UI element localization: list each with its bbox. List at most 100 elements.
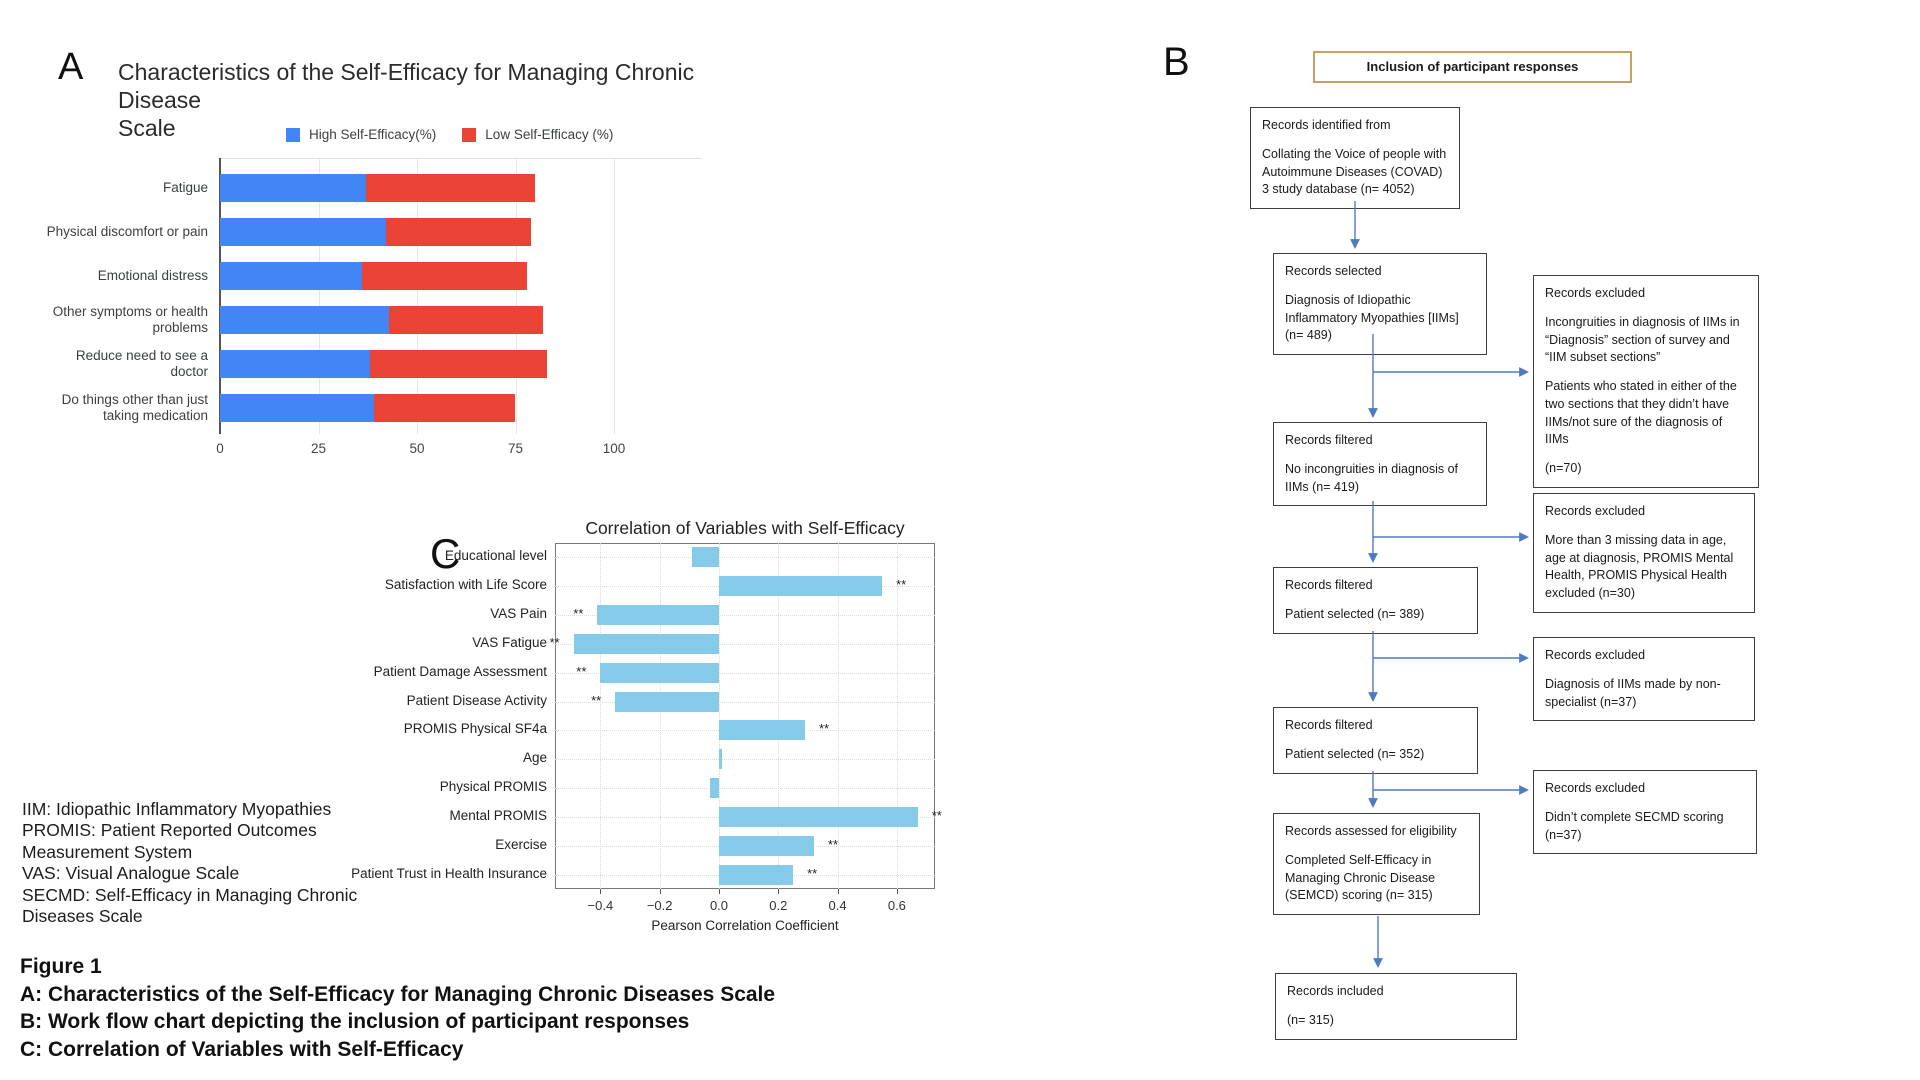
abbreviations: IIM: Idiopathic Inflammatory Myopathies P… <box>22 799 357 927</box>
panel-a-legend: High Self-Efficacy(%) Low Self-Efficacy (… <box>286 127 613 142</box>
a-bar-high-self-efficacy <box>220 394 374 422</box>
c-bar <box>615 691 719 712</box>
box-text: More than 3 missing data in age, age at … <box>1545 532 1734 600</box>
box-text: Collating the Voice of people with Autoi… <box>1262 146 1447 197</box>
a-bar-low-self-efficacy <box>369 350 547 378</box>
box-title: Records excluded <box>1545 286 1646 300</box>
box-title: Records filtered <box>1285 578 1373 592</box>
c-category-label: Mental PROMIS <box>449 807 547 823</box>
c-bar <box>692 547 719 568</box>
c-significance-stars: ** <box>827 836 839 852</box>
legend-swatch <box>286 127 300 142</box>
c-bar <box>719 835 814 856</box>
c-gridline-vertical <box>719 543 720 889</box>
c-gridline-vertical <box>659 543 661 889</box>
abbreviation-line: Measurement System <box>22 841 193 862</box>
flowchart-box-records-included: Records included (n= 315) <box>1275 973 1517 1040</box>
a-gridline <box>515 158 517 434</box>
c-bar <box>719 720 805 741</box>
c-category-label: Satisfaction with Life Score <box>384 577 547 593</box>
c-bar <box>600 662 719 683</box>
flowchart-box-records-selected: Records selected Diagnosis of Idiopathic… <box>1273 253 1487 355</box>
abbreviation-line: PROMIS: Patient Reported Outcomes <box>22 820 317 841</box>
c-category-label: PROMIS Physical SF4a <box>403 721 547 737</box>
a-bar-high-self-efficacy <box>220 218 386 246</box>
c-bar <box>719 806 918 827</box>
a-x-tick-label: 50 <box>409 441 425 456</box>
a-gridline <box>614 158 615 434</box>
a-x-tick-label: 100 <box>602 441 626 456</box>
c-x-tick-label: 0.4 <box>828 898 847 913</box>
box-text: Diagnosis of Idiopathic Inflammatory Myo… <box>1285 292 1459 343</box>
flowchart-box-records-excluded-4: Records excluded Didn’t complete SECMD s… <box>1533 770 1757 855</box>
c-x-tick-mark <box>719 889 720 894</box>
c-bar <box>719 576 883 597</box>
c-significance-stars: ** <box>573 606 584 622</box>
c-plot-frame <box>555 543 935 889</box>
c-significance-stars: ** <box>819 721 830 737</box>
a-y-axis-line <box>219 158 221 434</box>
flowchart-box-records-excluded-2: Records excluded More than 3 missing dat… <box>1533 493 1755 613</box>
a-x-tick-label: 75 <box>507 441 524 456</box>
a-bar-high-self-efficacy <box>220 262 362 290</box>
panel-a-title-line1: Characteristics of the Self-Efficacy for… <box>118 59 695 113</box>
figure-caption-line: C: Correlation of Variables with Self-Ef… <box>20 1037 464 1061</box>
panel-b-label: B <box>1163 40 1190 84</box>
c-category-label: VAS Fatigue <box>472 634 547 650</box>
panel-c-label: C <box>430 530 461 577</box>
a-category-label: Reduce need to see a doctor <box>75 348 208 379</box>
panel-a-title-line2: Scale <box>118 115 176 141</box>
c-x-tick-label: −0.4 <box>587 898 614 913</box>
legend-item: High Self-Efficacy(%) <box>286 127 436 142</box>
a-gridline <box>318 158 320 434</box>
c-gridline-horizontal <box>555 615 935 617</box>
panel-c-x-axis-label: Pearson Correlation Coefficient <box>651 918 839 933</box>
c-category-label: Physical PROMIS <box>439 779 547 795</box>
figure-caption: Figure 1 A: Characteristics of the Self-… <box>20 953 775 1063</box>
a-category-label: Physical discomfort or pain <box>46 224 208 239</box>
a-bar-low-self-efficacy <box>385 218 532 246</box>
abbreviation-line: IIM: Idiopathic Inflammatory Myopathies <box>22 799 332 819</box>
c-gridline-horizontal <box>555 672 935 674</box>
c-bar <box>597 605 719 626</box>
a-bar-high-self-efficacy <box>220 174 366 202</box>
box-text: (n= 315) <box>1287 1012 1334 1027</box>
a-bar-high-self-efficacy <box>220 350 370 378</box>
c-gridline-vertical <box>600 543 602 889</box>
panel-a-label: A <box>58 46 84 88</box>
c-gridline-horizontal <box>555 557 935 559</box>
flowchart-box-records-excluded-3: Records excluded Diagnosis of IIMs made … <box>1533 637 1755 722</box>
c-category-label: Exercise <box>495 836 547 852</box>
a-category-label: Emotional distress <box>97 268 208 283</box>
c-x-tick-mark <box>600 889 602 894</box>
box-text: Patient selected (n= 352) <box>1285 746 1425 761</box>
box-title: Records excluded <box>1545 648 1646 662</box>
figure-caption-title: Figure 1 <box>20 955 102 978</box>
legend-item: Low Self-Efficacy (%) <box>462 127 613 142</box>
a-category-label: Do things other than just taking medicat… <box>61 392 208 423</box>
box-title: Records excluded <box>1545 504 1646 518</box>
c-x-tick-mark <box>778 889 780 894</box>
flowchart-box-records-filtered-2: Records filtered Patient selected (n= 38… <box>1273 567 1478 634</box>
a-bar-low-self-efficacy <box>389 306 544 334</box>
a-bar-low-self-efficacy <box>365 174 536 202</box>
a-gridline <box>417 158 418 434</box>
box-text: Incongruities in diagnosis of IIMs in “D… <box>1545 314 1740 365</box>
c-significance-stars: ** <box>576 663 587 679</box>
c-significance-stars: ** <box>549 634 560 650</box>
flowchart-box-records-filtered-3: Records filtered Patient selected (n= 35… <box>1273 707 1478 774</box>
a-bar-high-self-efficacy <box>220 306 390 334</box>
c-gridline-vertical <box>778 543 780 889</box>
c-gridline-vertical <box>837 543 839 889</box>
box-title: Records filtered <box>1285 718 1373 732</box>
flowchart-header: Inclusion of participant responses <box>1313 51 1632 83</box>
flowchart-box-records-filtered-1: Records filtered No incongruities in dia… <box>1273 422 1487 507</box>
box-text: (n=70) <box>1545 461 1582 475</box>
box-title: Records identified from <box>1262 118 1391 132</box>
figure-caption-line: A: Characteristics of the Self-Efficacy … <box>20 982 776 1006</box>
box-title: Records filtered <box>1285 433 1373 447</box>
legend-label: Low Self-Efficacy (%) <box>485 127 614 142</box>
flowchart-box-records-identified: Records identified from Collating the Vo… <box>1250 107 1460 209</box>
c-x-tick-mark <box>659 889 661 894</box>
c-gridline-horizontal <box>555 759 935 761</box>
